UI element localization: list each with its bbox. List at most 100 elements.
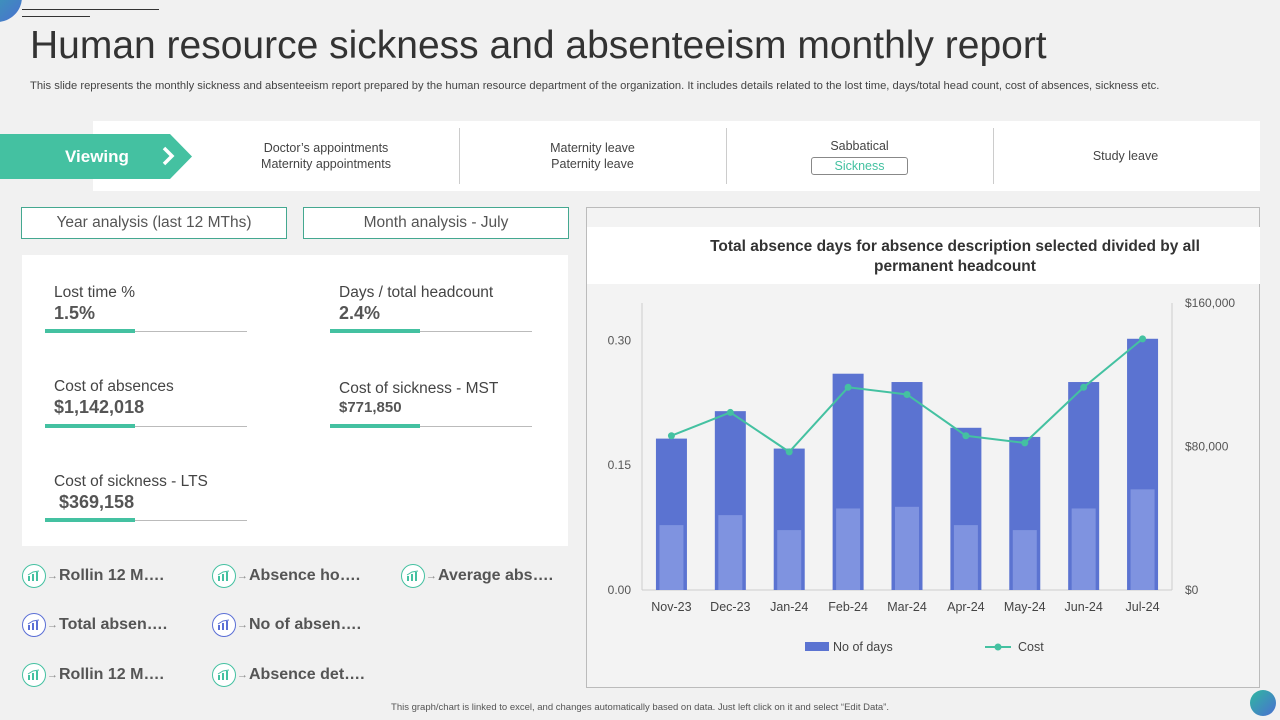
x-tick-label: Jul-24 — [1126, 600, 1160, 614]
bar-inner — [1012, 530, 1037, 590]
link-rolling-12-months[interactable]: → Rollin 12 M…. — [22, 564, 164, 588]
link-rolling-12-months-2[interactable]: → Rollin 12 M…. — [22, 663, 164, 687]
x-tick-label: Dec-23 — [710, 600, 750, 614]
divider — [993, 128, 994, 184]
footer-note: This graph/chart is linked to excel, and… — [391, 702, 889, 713]
kpi-cost-sickness-mst-value: $771,850 — [339, 399, 402, 416]
filter-label: Paternity leave — [551, 157, 634, 171]
filter-maternity-paternity-leave[interactable]: Maternity leave Paternity leave — [459, 121, 726, 191]
kpi-accent-bar — [330, 424, 420, 428]
link-label: No of absen…. — [249, 616, 362, 633]
chart-title-box: Total absence days for absence descripti… — [587, 227, 1260, 284]
kpi-cost-sickness-lts-value: $369,158 — [59, 492, 135, 512]
chart-icon — [22, 613, 46, 637]
filter-sickness-selected[interactable]: Sickness — [811, 156, 908, 175]
bar-inner — [836, 508, 861, 590]
kpi-underline — [45, 426, 247, 427]
kpi-accent-bar — [45, 424, 135, 428]
cost-point — [1021, 439, 1029, 447]
x-tick-label: May-24 — [1004, 600, 1046, 614]
filter-bar: Doctor’s appointments Maternity appointm… — [93, 121, 1260, 191]
decorative-line — [22, 16, 90, 17]
viewing-label: Viewing — [65, 147, 129, 166]
kpi-lost-time-label: Lost time % — [54, 284, 135, 301]
left-tick-label: 0.15 — [608, 458, 632, 472]
tab-year-analysis[interactable]: Year analysis (last 12 MThs) — [21, 207, 287, 239]
arrow-icon: → — [237, 570, 248, 582]
filter-label: Doctor’s appointments — [263, 141, 389, 155]
link-label: Rollin 12 M…. — [59, 567, 164, 584]
decorative-circle — [1250, 690, 1276, 716]
kpi-lost-time-value: 1.5% — [54, 303, 96, 323]
link-label: Average abs…. — [438, 567, 554, 584]
filter-sabbatical[interactable]: Sabbatical — [830, 138, 889, 153]
arrow-icon: → — [47, 669, 58, 681]
kpi-underline — [330, 331, 532, 332]
left-tick-label: 0.30 — [608, 333, 632, 347]
filter-label: Maternity leave — [550, 141, 635, 155]
x-tick-label: Apr-24 — [947, 600, 985, 614]
x-tick-label: Feb-24 — [828, 600, 868, 614]
right-tick-label: $0 — [1185, 583, 1199, 597]
cost-point — [844, 383, 852, 391]
legend-bar-swatch — [805, 642, 829, 651]
chart-icon — [212, 564, 236, 588]
filter-study-leave[interactable]: Study leave — [993, 121, 1258, 191]
chevron-right-icon — [160, 145, 178, 173]
legend-line-marker — [994, 643, 1002, 651]
arrow-icon: → — [237, 669, 248, 681]
kpi-cost-absences-value: $1,142,018 — [54, 397, 145, 417]
chart-icon — [22, 564, 46, 588]
decorative-line — [22, 9, 159, 10]
link-label: Rollin 12 M…. — [59, 666, 164, 683]
absence-chart: 0.00 0.15 0.30 $0 $80,000 $160,000 Nov-23 Dec-2… — [608, 296, 1236, 654]
chart-title: Total absence days for absence descripti… — [710, 238, 1200, 275]
arrow-icon: → — [237, 619, 248, 631]
legend-label: Cost — [1018, 640, 1044, 654]
bar-inner — [1071, 508, 1096, 590]
kpi-accent-bar — [45, 329, 135, 333]
kpi-accent-bar — [330, 329, 420, 333]
chart-icon — [212, 663, 236, 687]
arrow-icon: → — [426, 570, 437, 582]
bar-inner — [1130, 489, 1155, 590]
arrow-icon: → — [47, 570, 58, 582]
link-label: Absence ho…. — [249, 567, 361, 584]
filter-doctor-maternity-appointments[interactable]: Doctor’s appointments Maternity appointm… — [193, 121, 459, 191]
x-tick-label: Jan-24 — [770, 600, 808, 614]
kpi-cost-sickness-lts-label: Cost of sickness - LTS — [54, 473, 208, 490]
kpi-cost-sickness-mst-label: Cost of sickness - MST — [339, 380, 499, 397]
viewing-banner — [0, 134, 192, 179]
legend-label: No of days — [833, 640, 893, 654]
tab-month-analysis[interactable]: Month analysis - July — [303, 207, 569, 239]
kpi-days-headcount-value: 2.4% — [339, 303, 381, 323]
kpi-underline — [330, 426, 532, 427]
filter-sabbatical-sickness: Sabbatical Sickness — [726, 121, 993, 191]
bar-inner — [953, 525, 978, 590]
cost-point — [785, 448, 793, 456]
right-tick-label: $160,000 — [1185, 296, 1235, 310]
kpi-cost-absences-label: Cost of absences — [54, 378, 174, 395]
link-absence-details[interactable]: → Absence det…. — [212, 663, 365, 687]
cost-point — [726, 408, 734, 416]
kpi-panel: Lost time % 1.5% Days / total headcount … — [22, 255, 568, 546]
arrow-icon: → — [47, 619, 58, 631]
link-total-absence[interactable]: → Total absen…. — [22, 613, 167, 637]
bar-inner — [659, 525, 684, 590]
kpi-underline — [45, 520, 247, 521]
filter-label: Maternity appointments — [261, 157, 391, 171]
link-no-of-absences[interactable]: → No of absen…. — [212, 613, 361, 637]
cost-point — [903, 390, 911, 398]
left-tick-label: 0.00 — [608, 583, 632, 597]
filter-label: Study leave — [1092, 149, 1159, 163]
x-tick-label: Nov-23 — [651, 600, 691, 614]
chart-icon — [401, 564, 425, 588]
page-subtitle: This slide represents the monthly sickne… — [30, 80, 1160, 92]
link-label: Absence det…. — [249, 666, 365, 683]
link-average-absence[interactable]: → Average abs…. — [401, 564, 553, 588]
link-absence-hours[interactable]: → Absence ho…. — [212, 564, 360, 588]
bar-inner — [718, 515, 743, 590]
bar-inner — [895, 506, 919, 590]
kpi-days-headcount-label: Days / total headcount — [339, 284, 494, 301]
divider — [726, 128, 727, 184]
